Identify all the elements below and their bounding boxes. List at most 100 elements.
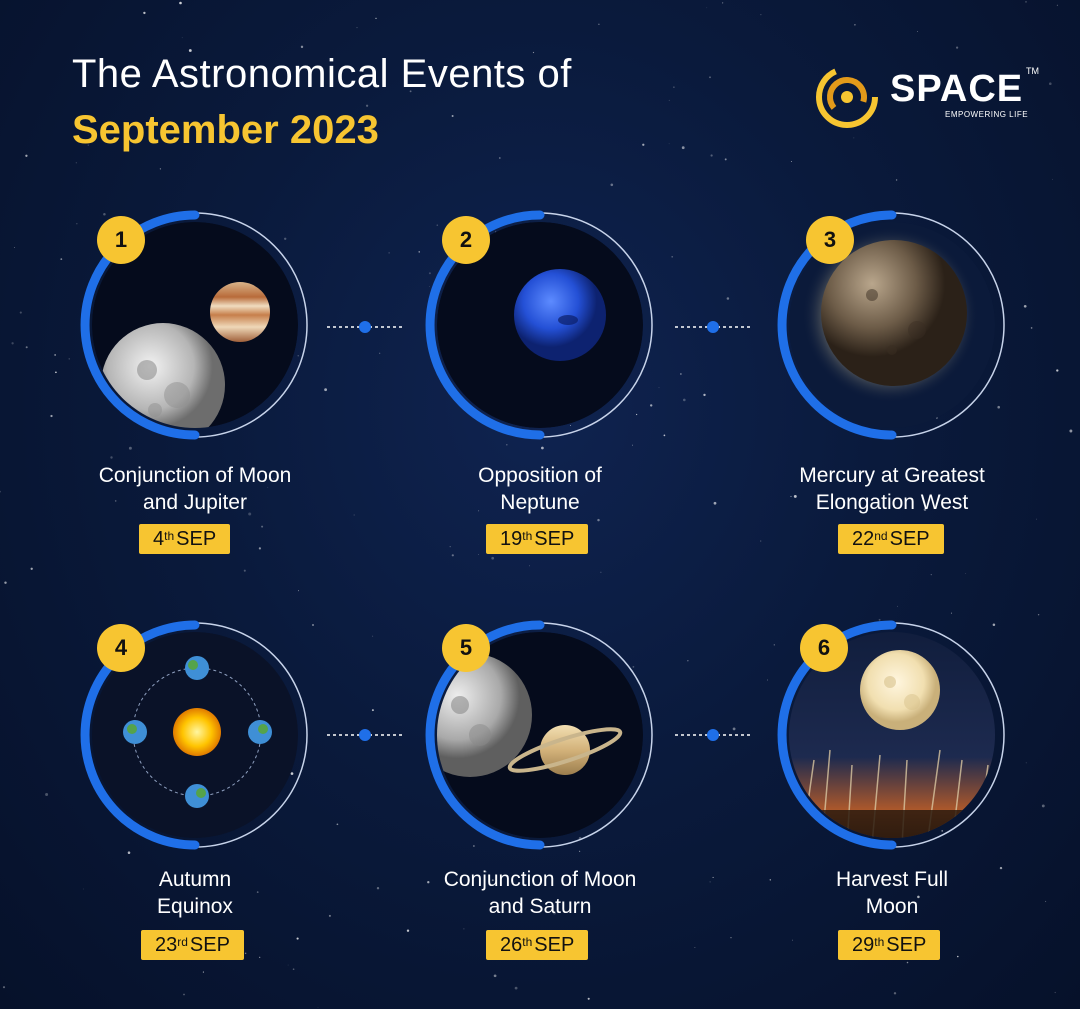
star [587, 997, 590, 1000]
star [1037, 614, 1040, 616]
star [449, 546, 451, 548]
date-suffix: rd [177, 935, 188, 949]
star [1030, 327, 1033, 329]
star [854, 23, 856, 26]
star [259, 956, 261, 958]
star [895, 179, 898, 181]
star [243, 569, 246, 572]
star [287, 964, 289, 966]
star [127, 851, 131, 854]
star [722, 2, 724, 4]
star [181, 37, 183, 39]
event-number-badge: 5 [442, 624, 490, 672]
star [87, 144, 89, 146]
star [713, 501, 717, 505]
space-logo: SPACE TM EMPOWERING LIFE [812, 62, 1042, 132]
star [923, 508, 927, 511]
star [436, 224, 439, 226]
page-subtitle: September 2023 [72, 108, 379, 152]
date-month: SEP [534, 933, 575, 956]
star [687, 660, 689, 662]
star [773, 644, 775, 646]
star [388, 252, 390, 254]
star [409, 90, 412, 93]
star [114, 500, 117, 502]
star [478, 510, 480, 512]
star [297, 355, 299, 357]
star [296, 937, 299, 940]
star [244, 952, 247, 955]
star [4, 581, 7, 584]
star [950, 612, 952, 614]
event-ring-2 [425, 210, 653, 440]
star [312, 624, 314, 626]
star [709, 881, 711, 883]
star [54, 354, 56, 356]
event-ring-3 [777, 210, 1005, 440]
star [45, 793, 49, 796]
event-title: Conjunction of Moon and Saturn [400, 866, 680, 920]
star [406, 929, 410, 932]
star [371, 709, 374, 712]
page-title: The Astronomical Events of [72, 52, 572, 96]
event-ring-1 [80, 210, 308, 440]
star [418, 251, 420, 253]
star [649, 404, 653, 407]
star [917, 31, 918, 32]
star [896, 605, 898, 607]
star [682, 398, 686, 402]
event-ring-5 [425, 620, 653, 850]
star [906, 961, 909, 964]
star [491, 556, 495, 560]
star [506, 444, 508, 446]
event-card-3: 3 Mercury at Greatest Elongation West 22… [752, 200, 1032, 554]
star [248, 512, 252, 516]
star [298, 590, 299, 592]
date-day: 19 [500, 527, 523, 550]
connector-4-5 [327, 729, 403, 741]
mercury-icon [789, 222, 995, 428]
star [514, 986, 518, 990]
star [429, 286, 430, 287]
star [365, 104, 369, 107]
star [372, 635, 374, 637]
star [463, 928, 465, 930]
star [273, 477, 275, 479]
star [999, 866, 1003, 870]
star [956, 46, 959, 49]
star [258, 547, 262, 550]
star [68, 358, 70, 360]
event-number-badge: 4 [97, 624, 145, 672]
date-month: SEP [534, 527, 575, 550]
star [681, 146, 685, 150]
star [256, 891, 259, 893]
event-title-line1: Harvest Full [835, 868, 949, 891]
star [1052, 178, 1054, 180]
star [202, 971, 204, 973]
star [2, 986, 6, 989]
star [598, 23, 600, 25]
star [376, 887, 380, 890]
equinox-orbit-icon [92, 632, 298, 838]
star [671, 255, 674, 258]
star [529, 565, 531, 567]
star [353, 514, 355, 516]
star [379, 352, 381, 354]
star [767, 679, 768, 681]
star [103, 212, 106, 216]
star [957, 955, 959, 958]
star [110, 456, 113, 459]
star [724, 158, 727, 161]
logo-tagline: EMPOWERING LIFE [945, 110, 1029, 119]
star [760, 540, 762, 542]
star [292, 968, 295, 971]
event-title-line2: Moon [865, 895, 919, 918]
star [463, 67, 465, 69]
star [1041, 804, 1045, 808]
